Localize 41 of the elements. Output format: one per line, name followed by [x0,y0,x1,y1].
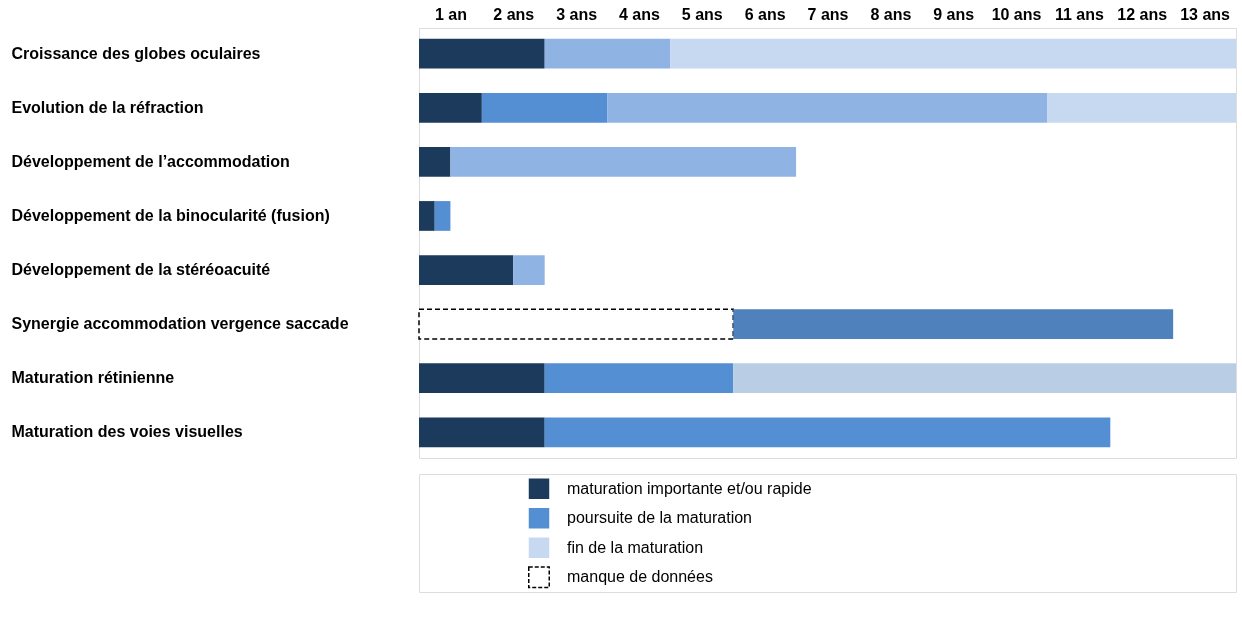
y-tick-label: Maturation des voies visuelles [11,423,243,441]
x-tick-label: 9 ans [933,5,975,23]
y-tick-label: Développement de l’accommodation [11,152,290,170]
x-tick-label: 1 an [434,5,467,23]
bar [434,201,451,231]
bar [481,92,608,123]
x-tick-label: 7 ans [807,5,849,23]
bar [419,92,482,123]
legend-label: fin de la maturation [567,538,704,556]
x-tick-label: 11 ans [1054,5,1104,23]
bar [419,146,451,177]
legend-label: maturation importante et/ou rapide [567,479,812,497]
bar [733,363,1236,394]
y-tick-label: Développement de la stéréoacuité [11,261,271,279]
x-tick-label: 2 ans [493,5,535,23]
x-tick-label: 5 ans [681,5,723,23]
bar [544,363,734,394]
bar [418,308,734,340]
bar [733,309,1174,340]
x-tick-label: 4 ans [619,5,661,23]
x-tick-label: 6 ans [744,5,786,23]
bar [419,38,545,69]
x-tick-label: 13 ans [1180,5,1231,23]
y-tick-label: Développement de la binocularité (fusion) [11,206,330,224]
y-tick-label: Maturation rétinienne [11,369,175,387]
x-tick-label: 8 ans [870,5,912,23]
bar [419,363,545,394]
bar [1047,92,1236,123]
bar [544,417,1111,448]
y-tick-label: Evolution de la réfraction [11,98,204,116]
bar [607,92,1048,123]
legend-label: poursuite de la maturation [567,509,752,527]
x-tick-label: 10 ans [991,5,1042,23]
legend-label: manque de données [567,568,713,586]
bar [419,255,514,285]
bar [419,417,545,448]
x-tick-label: 3 ans [556,5,598,23]
x-tick-label: 12 ans [1117,5,1168,23]
y-tick-label: Synergie accommodation vergence saccade [11,315,349,333]
bar [419,201,435,231]
y-tick-label: Croissance des globes oculaires [11,44,261,62]
